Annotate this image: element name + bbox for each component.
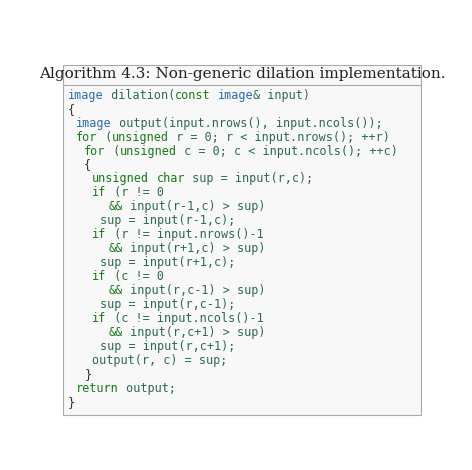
Text: unsigned: unsigned [112,131,169,144]
Text: image: image [76,117,112,130]
Text: const: const [175,89,211,102]
Text: output(input.nrows(), input.ncols());: output(input.nrows(), input.ncols()); [112,117,383,130]
Text: image: image [218,89,253,102]
Text: unsigned: unsigned [93,172,149,186]
Text: c = 0; c < input.ncols(); ++c): c = 0; c < input.ncols(); ++c) [177,145,398,157]
Text: for: for [84,145,106,157]
Text: for: for [76,131,98,144]
Text: sup = input(r,c);: sup = input(r,c); [185,172,313,186]
Text: &&: && [109,284,123,297]
Text: sup = input(r,c-1);: sup = input(r,c-1); [101,298,236,311]
Text: (: ( [98,131,112,144]
Text: & input): & input) [253,89,311,102]
Text: dilation(: dilation( [104,89,175,102]
Text: (r != 0: (r != 0 [107,187,163,199]
Text: char: char [156,172,185,186]
Text: {: { [84,158,92,172]
Text: return: return [76,382,119,395]
Text: }: } [84,368,92,381]
Text: (c != input.ncols()-1: (c != input.ncols()-1 [107,312,263,325]
Text: &&: && [109,200,123,213]
Text: output;: output; [119,382,176,395]
Text: {: { [68,102,75,116]
Text: input(r+1,c) > sup): input(r+1,c) > sup) [123,243,265,255]
Text: &&: && [109,326,123,339]
Text: r = 0; r < input.nrows(); ++r): r = 0; r < input.nrows(); ++r) [169,131,390,144]
Text: if: if [93,312,107,325]
Text: sup = input(r-1,c);: sup = input(r-1,c); [101,214,236,227]
Text: }: } [68,396,75,409]
Text: (c != 0: (c != 0 [107,270,163,283]
Text: (: ( [106,145,120,157]
Text: input(r,c+1) > sup): input(r,c+1) > sup) [123,326,265,339]
Text: image: image [68,89,104,102]
Text: input(r,c-1) > sup): input(r,c-1) > sup) [123,284,265,297]
Text: input(r-1,c) > sup): input(r-1,c) > sup) [123,200,265,213]
Text: sup = input(r,c+1);: sup = input(r,c+1); [101,340,236,353]
Text: &&: && [109,243,123,255]
Text: if: if [93,187,107,199]
Text: unsigned: unsigned [120,145,177,157]
Text: if: if [93,270,107,283]
Text: Algorithm 4.3: Non-generic dilation implementation.: Algorithm 4.3: Non-generic dilation impl… [39,67,445,81]
FancyBboxPatch shape [63,65,421,415]
Text: (r != input.nrows()-1: (r != input.nrows()-1 [107,228,263,241]
Text: output(r, c) = sup;: output(r, c) = sup; [93,354,228,367]
Text: sup = input(r+1,c);: sup = input(r+1,c); [101,256,236,269]
Text: if: if [93,228,107,241]
